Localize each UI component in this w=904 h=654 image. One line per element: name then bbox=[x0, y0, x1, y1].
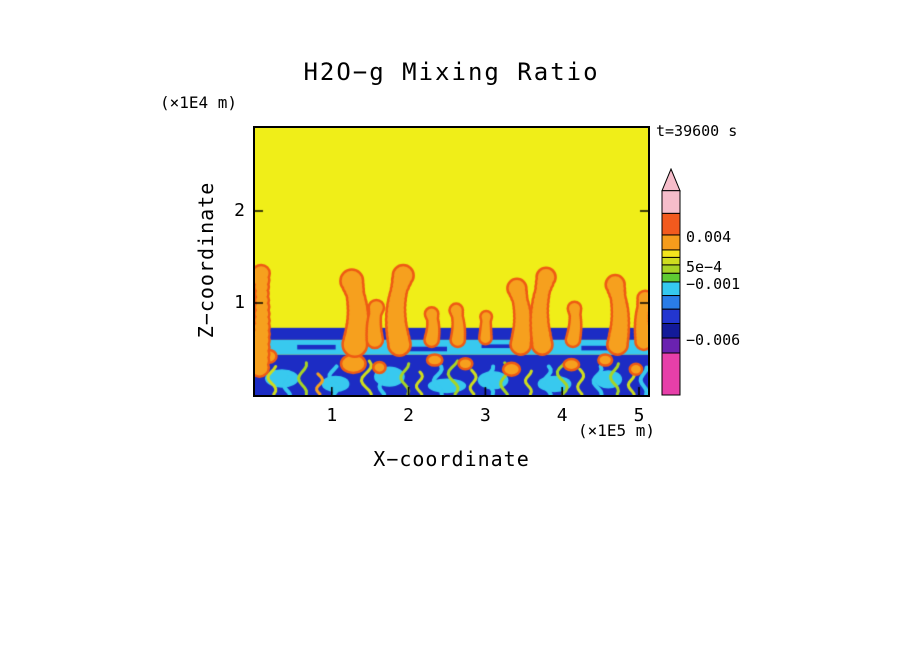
colorbar-arrow-tip bbox=[661, 168, 681, 192]
colorbar-segment bbox=[661, 234, 681, 251]
x-axis-unit-label: (×1E5 m) bbox=[577, 421, 655, 440]
x-axis-label: X−coordinate bbox=[373, 447, 530, 471]
x-tick-label: 2 bbox=[403, 405, 415, 426]
colorbar-segment bbox=[661, 337, 681, 354]
y-tick-label: 1 bbox=[234, 292, 245, 313]
colorbar-segment bbox=[661, 281, 681, 297]
x-tick-label: 4 bbox=[556, 405, 568, 426]
colorbar-label: 5e−4 bbox=[686, 257, 723, 276]
y-axis-unit-label: (×1E4 m) bbox=[160, 93, 238, 112]
colorbar-label: 0.004 bbox=[686, 227, 732, 246]
colorbar-segment bbox=[661, 190, 681, 214]
time-label: t=39600 s bbox=[656, 122, 738, 140]
x-tick-label: 3 bbox=[479, 405, 491, 426]
colorbar-segment bbox=[661, 308, 681, 324]
colorbar-label: −0.006 bbox=[686, 331, 741, 350]
y-axis-label: Z−coordinate bbox=[194, 181, 218, 339]
colorbar-segment bbox=[661, 212, 681, 236]
colorbar-segment bbox=[661, 322, 681, 339]
colorbar-segment bbox=[661, 264, 681, 274]
colorbar bbox=[661, 168, 681, 396]
y-tick-label: 2 bbox=[234, 200, 245, 221]
plot-frame bbox=[253, 126, 650, 397]
colorbar-label: −0.001 bbox=[686, 274, 741, 293]
x-tick-label: 1 bbox=[326, 405, 338, 426]
colorbar-segment bbox=[661, 249, 681, 258]
colorbar-segment bbox=[661, 256, 681, 266]
heatmap-canvas bbox=[255, 128, 648, 395]
colorbar-segment bbox=[661, 272, 681, 283]
chart-title: H2O−g Mixing Ratio bbox=[303, 58, 600, 86]
colorbar-segment bbox=[661, 295, 681, 310]
colorbar-segment bbox=[661, 352, 681, 396]
x-tick-label: 5 bbox=[633, 405, 645, 426]
